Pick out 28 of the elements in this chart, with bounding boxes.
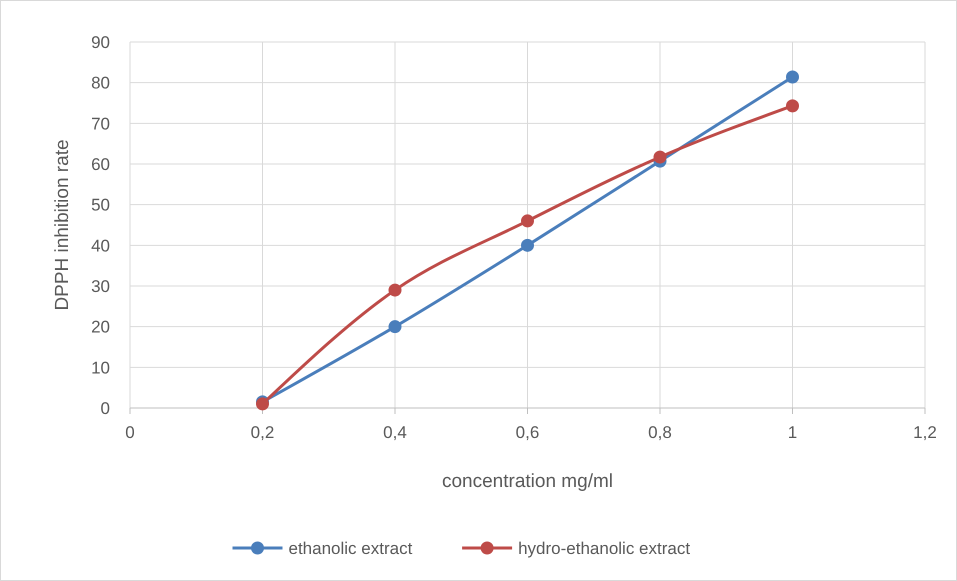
- y-tick-label: 50: [91, 196, 110, 215]
- x-tick-label: 0,2: [250, 423, 274, 442]
- x-tick-label: 0,6: [516, 423, 540, 442]
- x-tick-label: 0: [125, 423, 135, 442]
- point: [654, 150, 666, 164]
- y-tick-label: 80: [91, 74, 110, 93]
- point: [521, 238, 534, 252]
- y-tick-label: 40: [91, 236, 110, 256]
- x-tick-label: 1,2: [913, 423, 937, 442]
- point: [786, 70, 799, 84]
- point: [786, 99, 799, 112]
- x-tick-label: 0,4: [383, 423, 407, 442]
- y-tick-label: 60: [91, 154, 110, 174]
- point: [388, 320, 402, 334]
- y-axis-title: DPPH inhibition rate: [52, 139, 73, 311]
- x-axis-title: concentration mg/ml: [442, 471, 614, 492]
- legend-label: ethanolic extract: [288, 538, 413, 558]
- y-tick-label: 30: [91, 276, 110, 296]
- point: [521, 214, 534, 228]
- point: [388, 284, 402, 297]
- y-tick-label: 70: [91, 114, 110, 134]
- y-tick-label: 0: [100, 398, 110, 418]
- y-tick-label: 20: [91, 318, 110, 337]
- x-tick-label: 0,8: [648, 423, 672, 442]
- x-tick-label: 1: [788, 423, 798, 442]
- y-tick-label: 90: [91, 32, 110, 52]
- y-tick-label: 10: [91, 358, 110, 378]
- legend-label: hydro-ethanolic extract: [518, 538, 690, 558]
